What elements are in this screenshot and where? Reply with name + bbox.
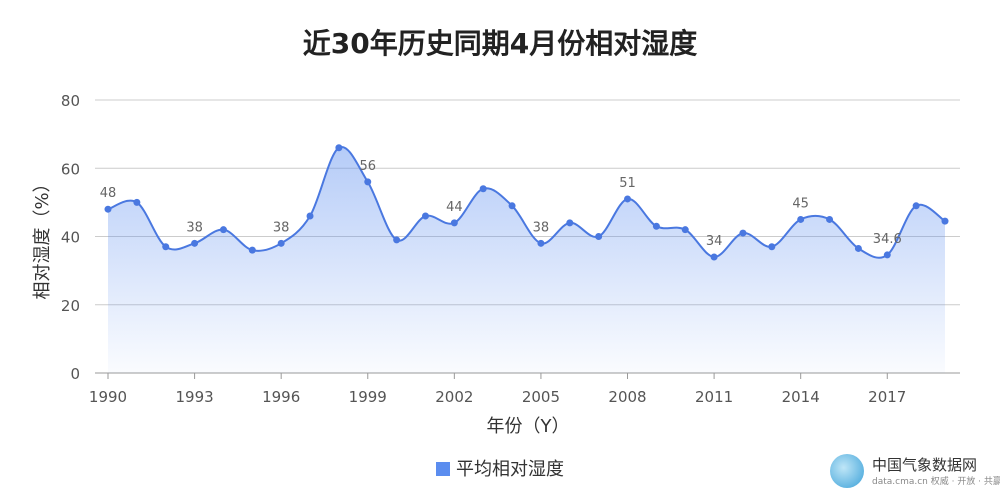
data-point-2012 — [739, 229, 747, 237]
x-tick-label-2008: 2008 — [608, 388, 646, 406]
cma-logo-icon — [830, 454, 864, 488]
brand-subtitle: data.cma.cn 权威 · 开放 · 共赢 — [872, 477, 1000, 487]
x-tick-label-2005: 2005 — [522, 388, 560, 406]
x-axis-ticks: 1990 1993 1996 1999 2002 2005 2008 2011 2014 2017 — [89, 373, 906, 406]
y-tick-label-40: 40 — [61, 229, 80, 247]
data-point-2008 — [624, 195, 632, 203]
x-tick-label-1993: 1993 — [175, 388, 213, 406]
data-label-1993: 38 — [186, 220, 203, 235]
data-label-1996: 38 — [273, 220, 290, 235]
x-tick-label-1996: 1996 — [262, 388, 300, 406]
data-point-1991 — [133, 198, 141, 206]
data-label-2008: 51 — [619, 176, 636, 191]
data-point-2019 — [941, 217, 949, 225]
data-point-2016 — [854, 244, 862, 252]
data-point-2006 — [566, 219, 574, 227]
y-tick-label-0: 0 — [70, 365, 80, 383]
data-point-2010 — [681, 226, 689, 234]
x-tick-label-1990: 1990 — [89, 388, 127, 406]
data-label-2002: 44 — [446, 200, 463, 215]
data-point-2013 — [768, 243, 776, 251]
data-point-1990 — [104, 205, 112, 213]
data-point-2011 — [710, 253, 718, 261]
y-tick-label-20: 20 — [61, 297, 80, 315]
x-axis-label: 年份（Y） — [487, 416, 570, 437]
legend-label: 平均相对湿度 — [456, 459, 564, 480]
series-area-fill — [108, 146, 945, 373]
data-label-2014: 45 — [792, 196, 809, 211]
data-point-1996 — [277, 239, 285, 247]
data-point-1999 — [364, 178, 372, 186]
data-point-1992 — [162, 243, 170, 251]
x-tick-label-2002: 2002 — [435, 388, 473, 406]
brand-name: 中国气象数据网 — [872, 456, 978, 474]
data-point-2003 — [479, 185, 487, 193]
series-points — [104, 144, 949, 261]
data-point-2005 — [537, 239, 545, 247]
data-point-1997 — [306, 212, 314, 220]
data-point-2001 — [421, 212, 429, 220]
data-point-1995 — [248, 246, 256, 254]
y-tick-label-80: 80 — [61, 92, 80, 110]
data-point-1993 — [191, 239, 199, 247]
data-point-2004 — [508, 202, 516, 210]
data-point-2015 — [826, 215, 834, 223]
data-labels: 48 38 38 56 44 38 51 34 45 34.6 — [100, 159, 902, 249]
data-point-2018 — [912, 202, 920, 210]
data-point-1998 — [335, 144, 343, 152]
x-tick-label-2011: 2011 — [695, 388, 733, 406]
data-point-2009 — [652, 222, 660, 230]
chart-title: 近30年历史同期4月份相对湿度 — [302, 27, 698, 60]
y-tick-label-60: 60 — [61, 160, 80, 178]
data-point-2007 — [595, 233, 603, 240]
legend[interactable]: 平均相对湿度 — [0, 455, 1000, 481]
x-tick-label-2014: 2014 — [782, 388, 820, 406]
data-label-1999: 56 — [359, 159, 376, 174]
data-label-1990: 48 — [100, 186, 117, 201]
data-point-2017 — [883, 251, 891, 259]
data-label-2017: 34.6 — [873, 232, 902, 247]
watermark-brand: 中国气象数据网 data.cma.cn 权威 · 开放 · 共赢 — [830, 452, 1000, 492]
x-tick-label-1999: 1999 — [349, 388, 387, 406]
data-label-2011: 34 — [706, 234, 723, 249]
data-point-2002 — [450, 219, 458, 227]
data-point-1994 — [219, 226, 227, 234]
y-axis-label: 相对湿度（%） — [32, 174, 53, 299]
data-point-2000 — [393, 236, 401, 244]
data-point-2014 — [797, 215, 805, 223]
data-label-2005: 38 — [533, 220, 550, 235]
x-tick-label-2017: 2017 — [868, 388, 906, 406]
legend-swatch — [436, 462, 450, 476]
y-axis-ticks: 0 20 40 60 80 — [61, 92, 80, 383]
